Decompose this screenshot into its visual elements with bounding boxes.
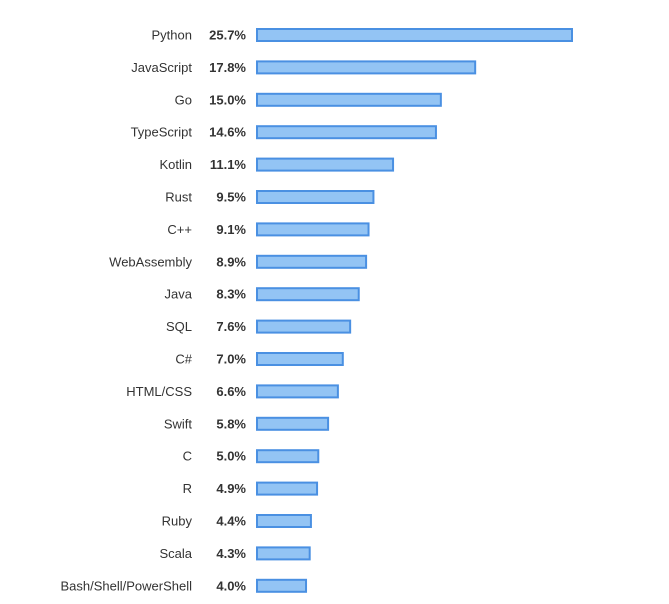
value-label: 15.0% — [209, 92, 246, 107]
bar — [256, 481, 319, 496]
category-label: Python — [152, 28, 192, 43]
category-label: Swift — [164, 416, 193, 431]
bar — [256, 60, 477, 75]
value-label: 17.8% — [209, 60, 246, 75]
bar — [256, 92, 442, 107]
value-label: 9.5% — [216, 190, 246, 205]
value-label: 5.8% — [216, 416, 246, 431]
bar — [256, 222, 370, 237]
value-label: 4.3% — [216, 546, 246, 561]
bar — [256, 416, 330, 431]
value-label: 5.0% — [216, 449, 246, 464]
bar — [256, 254, 368, 269]
bar — [256, 352, 344, 366]
value-label: 8.9% — [216, 254, 246, 269]
bar — [256, 190, 375, 204]
bar — [256, 384, 339, 399]
bar — [256, 319, 352, 334]
category-label: R — [183, 481, 192, 496]
category-label: Rust — [165, 190, 192, 205]
value-label: 14.6% — [209, 125, 246, 140]
bar — [256, 546, 311, 561]
value-label: 4.0% — [216, 578, 246, 593]
category-label: C# — [175, 352, 192, 367]
category-label: Scala — [159, 546, 192, 561]
category-label: TypeScript — [131, 125, 193, 140]
category-label: WebAssembly — [109, 254, 192, 269]
category-label: Ruby — [162, 514, 193, 529]
value-label: 7.0% — [216, 352, 246, 367]
category-label: JavaScript — [131, 60, 192, 75]
value-label: 4.9% — [216, 481, 246, 496]
bar — [256, 514, 312, 528]
category-label: Go — [175, 92, 192, 107]
value-label: 25.7% — [209, 28, 246, 43]
bar — [256, 157, 395, 172]
category-label: SQL — [166, 319, 192, 334]
category-label: C++ — [167, 222, 192, 237]
bar — [256, 125, 437, 140]
value-label: 7.6% — [216, 319, 246, 334]
bar — [256, 28, 573, 42]
bar — [256, 449, 320, 464]
value-label: 11.1% — [210, 157, 247, 172]
category-label: Kotlin — [159, 157, 192, 172]
bar — [256, 578, 308, 593]
category-label: Bash/Shell/PowerShell — [60, 578, 192, 593]
bar — [256, 287, 360, 302]
value-label: 4.4% — [216, 514, 246, 529]
value-label: 8.3% — [216, 287, 246, 302]
category-label: C — [183, 449, 192, 464]
category-label: HTML/CSS — [126, 384, 192, 399]
value-label: 6.6% — [216, 384, 246, 399]
value-label: 9.1% — [216, 222, 246, 237]
category-label: Java — [165, 287, 193, 302]
